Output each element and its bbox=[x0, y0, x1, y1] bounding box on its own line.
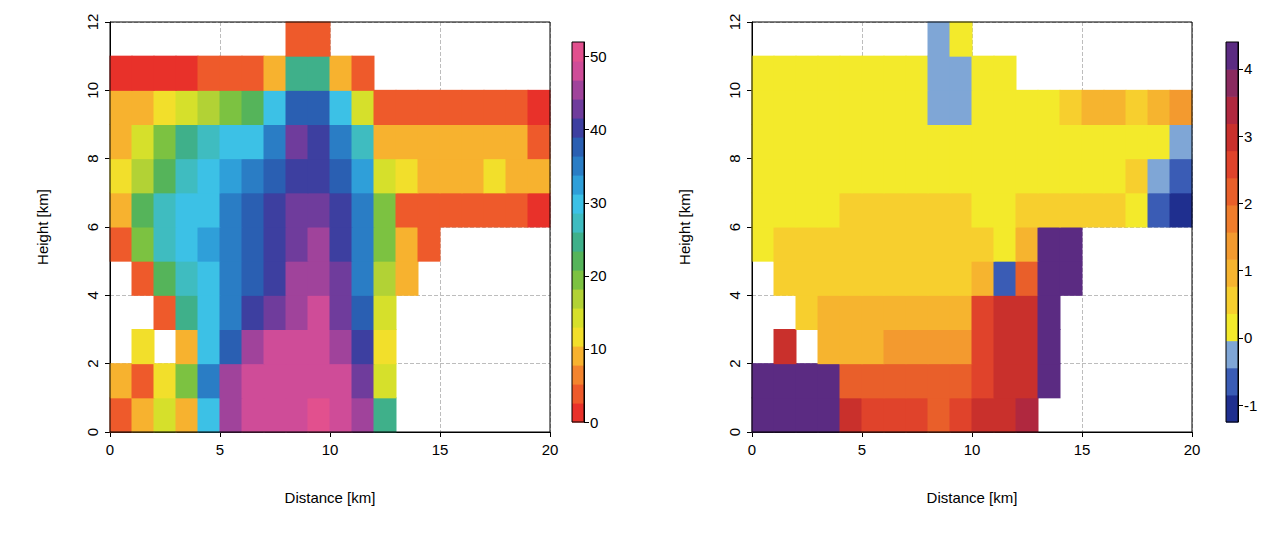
svg-text:3: 3 bbox=[1244, 128, 1252, 145]
svg-text:Distance [km]: Distance [km] bbox=[927, 489, 1018, 506]
svg-text:6: 6 bbox=[726, 223, 743, 231]
svg-text:20: 20 bbox=[1184, 441, 1201, 458]
svg-text:8: 8 bbox=[726, 154, 743, 162]
svg-text:20: 20 bbox=[542, 441, 559, 458]
svg-text:15: 15 bbox=[1074, 441, 1091, 458]
svg-text:0: 0 bbox=[748, 441, 756, 458]
svg-text:4: 4 bbox=[84, 291, 101, 299]
svg-text:5: 5 bbox=[216, 441, 224, 458]
svg-text:12: 12 bbox=[726, 14, 743, 31]
svg-text:30: 30 bbox=[590, 194, 607, 211]
svg-text:0: 0 bbox=[1244, 329, 1252, 346]
svg-text:20: 20 bbox=[590, 267, 607, 284]
svg-text:5: 5 bbox=[858, 441, 866, 458]
svg-text:Height [km]: Height [km] bbox=[34, 189, 51, 265]
svg-text:8: 8 bbox=[84, 154, 101, 162]
svg-text:0: 0 bbox=[590, 414, 598, 431]
svg-text:15: 15 bbox=[432, 441, 449, 458]
svg-text:40: 40 bbox=[590, 121, 607, 138]
svg-text:10: 10 bbox=[726, 82, 743, 99]
svg-text:50: 50 bbox=[590, 48, 607, 65]
svg-text:10: 10 bbox=[590, 340, 607, 357]
svg-text:0: 0 bbox=[106, 441, 114, 458]
svg-text:Height [km]: Height [km] bbox=[676, 189, 693, 265]
svg-text:1: 1 bbox=[1244, 262, 1252, 279]
svg-text:6: 6 bbox=[84, 223, 101, 231]
svg-text:4: 4 bbox=[726, 291, 743, 299]
svg-text:2: 2 bbox=[84, 359, 101, 367]
svg-text:12: 12 bbox=[84, 14, 101, 31]
svg-text:10: 10 bbox=[84, 82, 101, 99]
svg-text:2: 2 bbox=[726, 359, 743, 367]
svg-text:10: 10 bbox=[964, 441, 981, 458]
svg-text:10: 10 bbox=[322, 441, 339, 458]
svg-text:2: 2 bbox=[1244, 195, 1252, 212]
svg-text:-1: -1 bbox=[1244, 397, 1257, 414]
svg-text:0: 0 bbox=[726, 428, 743, 436]
svg-text:Distance [km]: Distance [km] bbox=[285, 489, 376, 506]
svg-text:4: 4 bbox=[1244, 60, 1252, 77]
svg-text:0: 0 bbox=[84, 428, 101, 436]
